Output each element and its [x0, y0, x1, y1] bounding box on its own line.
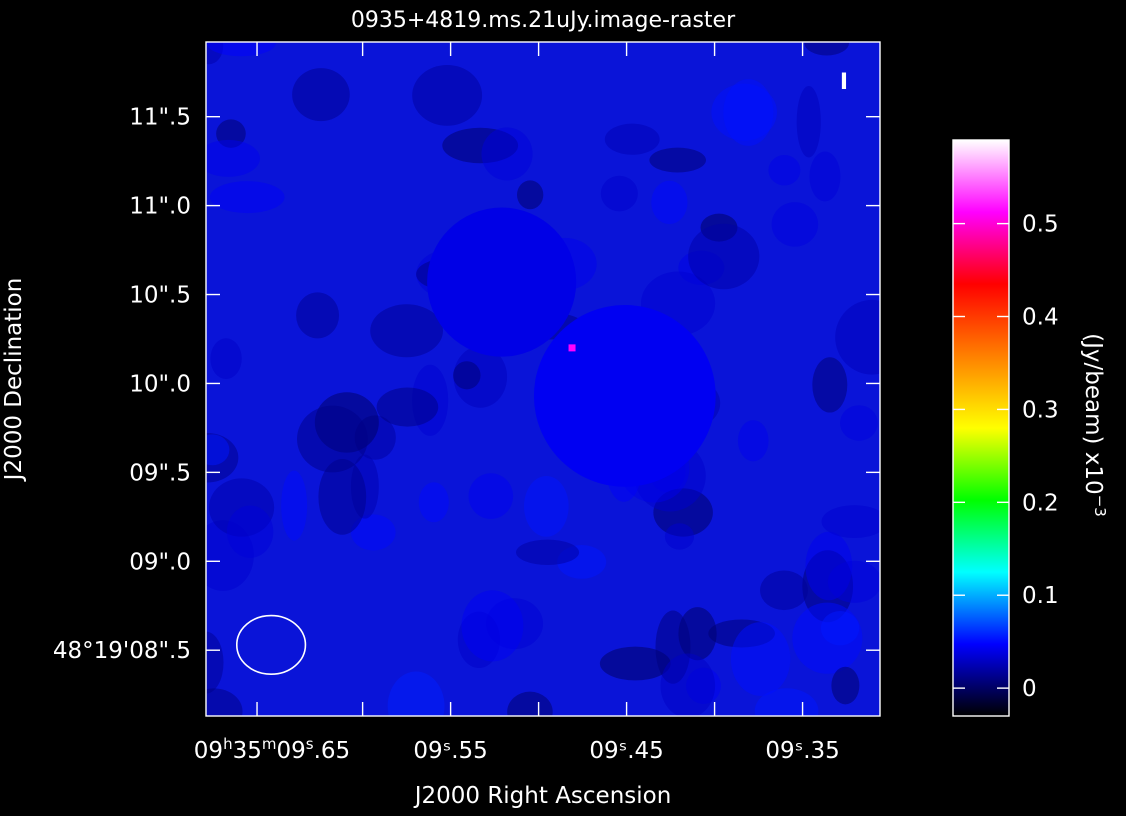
- noise-blob: [660, 653, 716, 716]
- x-tick-first-s-unit: s: [306, 735, 314, 753]
- noise-blob: [206, 42, 276, 57]
- colorbar-exponent: −3: [1091, 495, 1109, 517]
- noise-blob: [297, 405, 368, 473]
- x-tick-first-frac: .65: [314, 738, 351, 764]
- colorbar-unit: (Jy/beam): [1080, 333, 1106, 444]
- noise-blob: [206, 688, 243, 716]
- y-tick-label: 48°19'08".5: [53, 638, 191, 664]
- noise-blob: [599, 646, 671, 681]
- noise-blob: [350, 514, 396, 551]
- colorbar-tick-label: 0.3: [1022, 397, 1059, 423]
- colorbar-tick-label: 0: [1022, 676, 1037, 702]
- noise-blob: [821, 505, 880, 539]
- noise-blob: [296, 292, 340, 339]
- heatmap-raster: [206, 42, 880, 716]
- beam-ellipse: [235, 614, 307, 676]
- noise-blob: [481, 127, 533, 181]
- colorbar-multiplier: x10: [1080, 452, 1106, 495]
- noise-blob: [210, 338, 242, 380]
- noise-blob: [771, 202, 819, 247]
- noise-blob: [468, 473, 514, 519]
- noise-blob: [281, 470, 308, 541]
- x-axis-label: J2000 Right Ascension: [413, 783, 672, 809]
- y-tick-label: 10".5: [129, 283, 191, 309]
- noise-blob: [206, 631, 224, 694]
- x-tick-first-seconds: 09: [277, 738, 306, 764]
- colorbar-tick-label: 0.4: [1022, 305, 1059, 331]
- y-tick-label: 09".0: [129, 549, 191, 575]
- y-axis-ticks: 11".5 11".0 10".5 10".0 09".5 09".0 48°19'08".…: [53, 105, 880, 664]
- noise-blob: [730, 622, 791, 696]
- x-tick-first-h-unit: h: [223, 735, 233, 753]
- marker-point: [568, 344, 576, 352]
- plot-frame: [205, 41, 881, 717]
- colorbar: 0 0.1 0.2 0.3 0.4 0.5 (Jy/beam) x10−3: [952, 139, 1109, 717]
- noise-blob: [209, 181, 285, 214]
- noise-blob: [226, 505, 274, 558]
- noise-blob: [840, 405, 878, 441]
- noise-blob: [651, 180, 688, 225]
- x-tick-label: 09ˢ.35: [765, 738, 839, 764]
- noise-blob: [387, 671, 445, 716]
- noise-blob: [688, 223, 760, 290]
- noise-blob: [827, 560, 880, 603]
- noise-blob: [835, 299, 880, 375]
- noise-blob: [796, 86, 821, 158]
- source-contour: [533, 305, 716, 487]
- noise-blob: [760, 570, 808, 611]
- colorbar-tick-label: 0.1: [1022, 583, 1059, 609]
- noise-blob: [292, 68, 350, 122]
- x-tick-first-minutes: 35: [233, 738, 262, 764]
- y-tick-label: 11".0: [129, 194, 191, 220]
- colorbar-tick-label: 0.5: [1022, 212, 1059, 238]
- x-tick-label: 09ˢ.55: [413, 738, 487, 764]
- x-tick-first-m-unit: m: [262, 735, 277, 753]
- noise-blob: [664, 523, 695, 550]
- y-tick-label: 09".5: [129, 460, 191, 486]
- stokes-label: I: [840, 70, 848, 95]
- noise-blob: [804, 42, 850, 56]
- x-axis-ticks: 09ˢ.55 09ˢ.45 09ˢ.35: [256, 42, 840, 764]
- noise-blob: [768, 154, 801, 186]
- noise-blob: [461, 590, 524, 662]
- y-tick-label: 10".0: [129, 371, 191, 397]
- x-tick-first-label: 09h35m09s.65: [194, 735, 350, 764]
- y-tick-label: 11".5: [129, 105, 191, 131]
- noise-blob: [370, 304, 443, 358]
- noise-blob: [453, 361, 481, 390]
- noise-blob: [412, 64, 483, 126]
- noise-blob: [737, 420, 769, 462]
- noise-blob: [517, 180, 544, 210]
- noise-blob: [831, 666, 860, 705]
- noise-blob: [206, 434, 230, 466]
- y-axis-label: J2000 Declination: [1, 278, 27, 483]
- noise-blob: [376, 387, 439, 427]
- noise-blob: [524, 475, 569, 537]
- noise-blob: [507, 691, 553, 716]
- colorbar-tick-label: 0.2: [1022, 490, 1059, 516]
- noise-blob: [604, 123, 660, 155]
- source-contour: [427, 207, 577, 357]
- noise-blob: [809, 151, 841, 202]
- plot-title: 0935+4819.ms.21uJy.image-raster: [351, 8, 736, 33]
- x-tick-first-hours: 09: [194, 738, 223, 764]
- noise-blob: [418, 482, 449, 523]
- noise-blob: [723, 79, 774, 146]
- colorbar-gradient: [953, 140, 1009, 716]
- noise-blob: [812, 357, 848, 413]
- noise-blob: [600, 175, 638, 212]
- colorbar-frame: [952, 139, 1010, 717]
- noise-blob: [820, 611, 860, 646]
- noise-blob: [206, 139, 260, 177]
- noise-blob: [649, 147, 706, 173]
- noise-blob: [318, 459, 367, 535]
- colorbar-ticks: 0 0.1 0.2 0.3 0.4 0.5: [953, 212, 1059, 702]
- colorbar-label: (Jy/beam) x10−3: [1080, 333, 1109, 517]
- x-tick-label: 09ˢ.45: [589, 738, 663, 764]
- noise-blob: [516, 539, 580, 565]
